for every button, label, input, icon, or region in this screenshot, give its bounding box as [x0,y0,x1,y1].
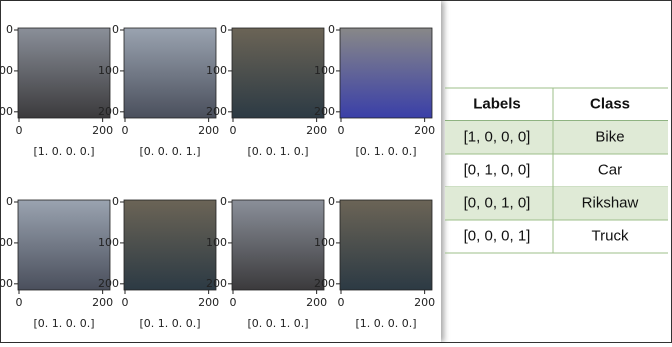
figure: 01002000200[1. 0. 0. 0.]01002000200[0. 0… [0,0,672,343]
table-header: Class [590,95,630,112]
x-tick-label: 0 [122,124,129,137]
y-tick-label: 0 [112,195,119,208]
table-cell: [1, 0, 0, 0] [464,128,531,145]
x-tick-label: 200 [306,124,327,137]
x-tick-label: 0 [16,296,23,309]
y-tick-label: 0 [220,23,227,36]
x-tick-label: 0 [230,124,237,137]
panel-caption: [0. 1. 0. 0.] [33,317,94,330]
y-tick-label: 0 [6,195,13,208]
y-tick-label: 100 [98,236,119,249]
vehicle-image [124,28,216,118]
panel-caption: [1. 0. 0. 0.] [33,145,94,158]
y-tick-label: 0 [112,23,119,36]
y-tick-label: 0 [220,195,227,208]
y-tick-label: 0 [328,23,335,36]
vehicle-image [18,28,110,118]
table-cell: Truck [592,227,629,244]
panel-caption: [0. 1. 0. 0.] [139,317,200,330]
table-cell: Bike [595,128,624,145]
y-tick-label: 0 [6,23,13,36]
panel-caption: [0. 0. 0. 1.] [139,145,200,158]
y-tick-label: 200 [0,277,13,290]
x-tick-label: 200 [414,124,435,137]
x-tick-label: 0 [230,296,237,309]
table-cell: [0, 0, 0, 1] [464,227,531,244]
panel-caption: [0. 0. 1. 0.] [247,145,308,158]
x-tick-label: 0 [338,296,345,309]
y-tick-label: 200 [0,105,13,118]
vehicle-image [340,200,432,290]
panel-caption: [1. 0. 0. 0.] [355,317,416,330]
table-cell: [0, 1, 0, 0] [464,161,531,178]
y-tick-label: 100 [206,236,227,249]
y-tick-label: 100 [314,64,335,77]
x-tick-label: 200 [92,296,113,309]
y-tick-label: 200 [206,277,227,290]
y-tick-label: 100 [0,64,13,77]
x-tick-label: 200 [198,124,219,137]
y-tick-label: 100 [206,64,227,77]
vehicle-image [232,200,324,290]
vehicle-image [124,200,216,290]
y-tick-label: 100 [0,236,13,249]
x-tick-label: 200 [414,296,435,309]
table-header: Labels [473,95,521,112]
vehicle-image [232,28,324,118]
y-tick-label: 200 [98,105,119,118]
panel-caption: [0. 0. 1. 0.] [247,317,308,330]
x-tick-label: 0 [122,296,129,309]
page: 01002000200[1. 0. 0. 0.]01002000200[0. 0… [0,0,672,347]
x-tick-label: 200 [92,124,113,137]
vehicle-image [18,200,110,290]
x-tick-label: 200 [198,296,219,309]
y-tick-label: 200 [98,277,119,290]
x-tick-label: 0 [338,124,345,137]
x-tick-label: 0 [16,124,23,137]
y-tick-label: 200 [206,105,227,118]
y-tick-label: 100 [314,236,335,249]
y-tick-label: 0 [328,195,335,208]
table-cell: [0, 0, 1, 0] [464,194,531,211]
y-tick-label: 200 [314,277,335,290]
y-tick-label: 100 [98,64,119,77]
x-tick-label: 200 [306,296,327,309]
vehicle-image [340,28,432,118]
table-cell: Rikshaw [582,194,639,211]
panel-caption: [0. 1. 0. 0.] [355,145,416,158]
table-cell: Car [598,161,622,178]
y-tick-label: 200 [314,105,335,118]
